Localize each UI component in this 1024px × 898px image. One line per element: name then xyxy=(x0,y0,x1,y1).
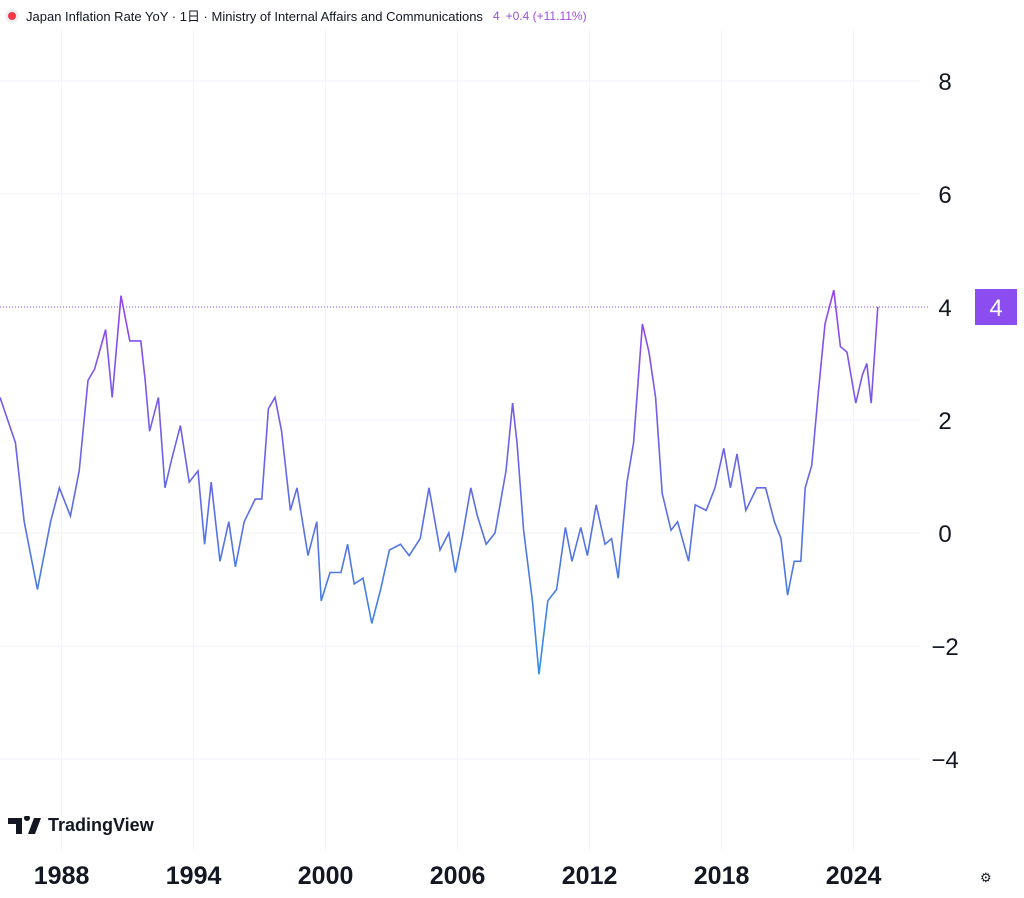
y-tick-label: 8 xyxy=(938,69,951,96)
x-tick-label: 2024 xyxy=(826,862,882,890)
series-title[interactable]: Japan Inflation Rate YoY · 1日 · Ministry… xyxy=(26,9,483,24)
y-tick-label: 6 xyxy=(938,182,951,209)
tradingview-logo[interactable]: TradingView xyxy=(8,815,154,836)
last-value-badge xyxy=(975,289,1017,325)
tradingview-logo-icon xyxy=(8,815,41,834)
y-tick-label: −2 xyxy=(931,634,958,661)
x-tick-label: 2012 xyxy=(562,862,618,890)
x-tick-label: 1988 xyxy=(34,862,90,890)
last-value-badge-text: 4 xyxy=(989,295,1002,322)
x-tick-label: 1994 xyxy=(166,862,222,890)
japan-flag-icon xyxy=(8,11,16,20)
x-tick-label: 2006 xyxy=(430,862,486,890)
inflation-series-line xyxy=(0,289,879,675)
x-tick-label: 2018 xyxy=(694,862,750,890)
last-value: 4 xyxy=(492,8,500,23)
y-tick-label: 4 xyxy=(938,295,951,322)
y-tick-label: 2 xyxy=(938,408,951,435)
x-tick-label: 2000 xyxy=(298,862,354,890)
settings-icon[interactable]: ⚙ xyxy=(980,870,992,885)
change-value: +0.4 (+11.11%) xyxy=(505,8,587,23)
y-tick-label: 0 xyxy=(938,521,951,548)
y-tick-label: −4 xyxy=(931,747,958,774)
brand-name: TradingView xyxy=(48,815,154,835)
chart-legend-header: Japan Inflation Rate YoY · 1日 · Ministry… xyxy=(8,6,587,25)
